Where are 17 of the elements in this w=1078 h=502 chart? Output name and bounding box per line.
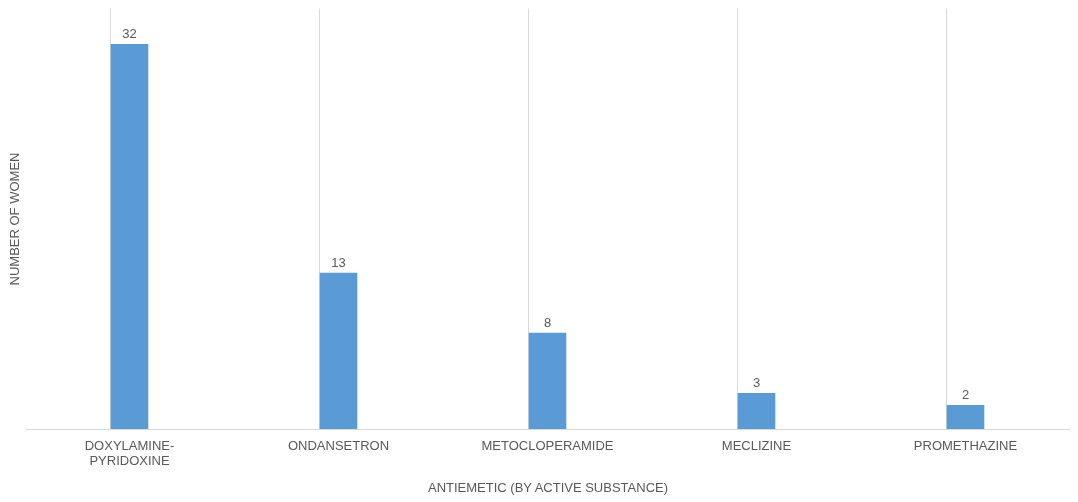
bar xyxy=(737,392,776,429)
x-tick-label: MECLIZINE xyxy=(721,437,792,453)
bar xyxy=(319,272,358,429)
x-axis-title: ANTIEMETIC (BY ACTIVE SUBSTANCE) xyxy=(427,479,669,495)
data-label: 32 xyxy=(122,26,137,42)
x-tick-label: ONDANSETRON xyxy=(287,437,390,453)
x-tick-label: METOCLOPERAMIDE xyxy=(481,437,614,453)
bar xyxy=(528,332,567,429)
bar xyxy=(946,404,985,429)
bar xyxy=(110,44,149,429)
data-label: 3 xyxy=(752,374,761,390)
x-tick-label: PROMETHAZINE xyxy=(913,437,1018,453)
x-tick-label: DOXYLAMINE-PYRIDOXINE xyxy=(84,437,175,468)
data-label: 2 xyxy=(961,386,970,402)
data-label: 13 xyxy=(331,254,346,270)
data-label: 8 xyxy=(543,314,552,330)
y-axis-title: NUMBER OF WOMEN xyxy=(6,152,22,286)
